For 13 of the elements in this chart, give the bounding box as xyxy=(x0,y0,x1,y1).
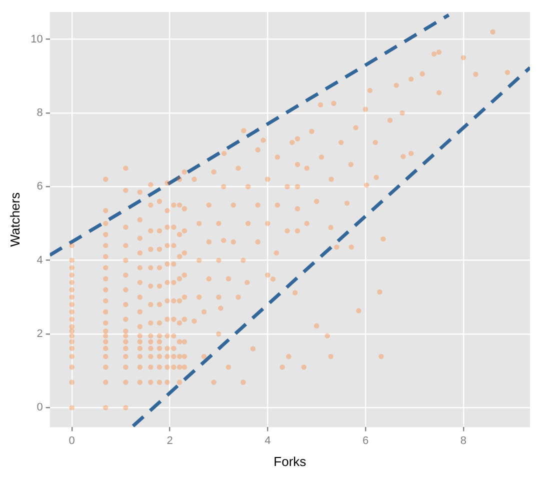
x-tick-label: 8 xyxy=(460,434,466,447)
x-tick-label: 2 xyxy=(166,434,173,447)
x-axis-title: Forks xyxy=(274,454,307,469)
y-tick-label: 4 xyxy=(36,254,43,266)
y-tick-label: 0 xyxy=(36,402,43,414)
x-tick-label: 4 xyxy=(264,434,271,447)
y-tick-label: 10 xyxy=(30,33,43,46)
x-tick-label: 6 xyxy=(362,434,369,447)
y-tick-label: 8 xyxy=(36,106,43,119)
y-axis-title: Watchers xyxy=(7,192,22,247)
y-tick-label: 2 xyxy=(36,328,43,340)
x-tick-label: 0 xyxy=(68,434,75,447)
y-tick-label: 6 xyxy=(36,180,43,193)
